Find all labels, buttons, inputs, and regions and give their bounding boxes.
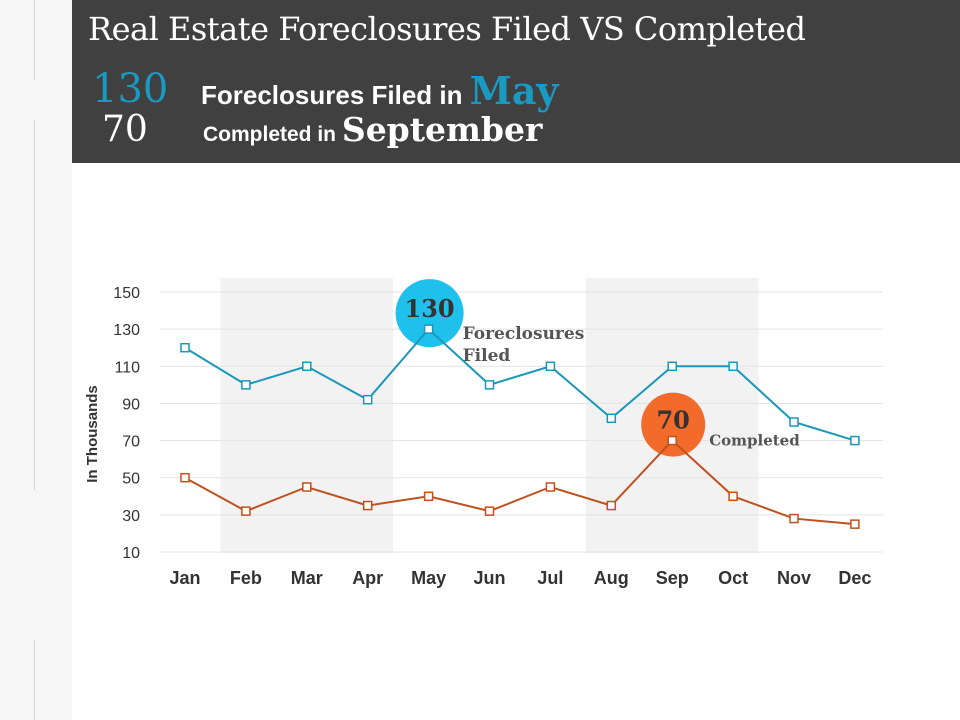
completed-summary-text: Completed in (203, 123, 337, 146)
header-panel: Real Estate Foreclosures Filed VS Comple… (72, 0, 960, 163)
data-point-completed-aug (606, 500, 617, 511)
annotation-label-may-0: Foreclosures (463, 324, 585, 344)
x-tick-feb: Feb (230, 568, 262, 588)
x-tick-aug: Aug (594, 568, 629, 588)
x-tick-jul: Jul (537, 568, 563, 588)
filed-summary: Foreclosures Filed in May (201, 68, 559, 113)
x-tick-jan: Jan (169, 568, 200, 588)
data-point-foreclosures-filed-jul (545, 361, 556, 372)
highlight-bubble-value-sep: 70 (656, 406, 689, 435)
highlight-bubble-sep (641, 392, 706, 457)
x-tick-may: May (411, 568, 446, 588)
data-point-completed-feb (241, 506, 251, 516)
data-point-foreclosures-filed-oct (728, 361, 738, 372)
data-point-completed-oct (728, 491, 738, 502)
y-tick-30: 30 (122, 508, 140, 525)
highlight-bubble-value-may: 130 (405, 294, 455, 323)
x-tick-dec: Dec (838, 568, 871, 588)
series-line-foreclosures-filed (184, 327, 856, 442)
data-point-foreclosures-filed-sep (667, 361, 677, 372)
y-tick-90: 90 (122, 396, 140, 413)
data-point-foreclosures-filed-jun (484, 380, 495, 390)
y-axis-label: In Thousands (84, 385, 101, 483)
y-tick-70: 70 (122, 434, 140, 451)
x-tick-sep: Sep (656, 568, 689, 588)
sidebar-divider-line (34, 0, 35, 80)
y-tick-110: 110 (114, 359, 140, 376)
data-point-completed-dec (850, 519, 860, 529)
x-tick-nov: Nov (777, 568, 811, 588)
data-point-completed-nov (789, 513, 799, 524)
data-point-completed-jan (180, 472, 190, 483)
completed-summary-month: September (341, 110, 543, 149)
data-point-completed-jun (484, 506, 495, 516)
y-tick-130: 130 (113, 322, 140, 339)
filed-highlight-value: 130 (92, 66, 169, 112)
completed-summary: Completed in September (203, 110, 542, 149)
y-tick-10: 10 (122, 545, 140, 562)
sidebar-divider-line (34, 120, 35, 490)
filed-summary-month: May (469, 68, 559, 113)
data-point-foreclosures-filed-may (423, 324, 434, 334)
x-tick-mar: Mar (291, 568, 323, 588)
data-point-completed-apr (362, 500, 373, 511)
data-point-completed-mar (302, 482, 312, 492)
data-point-foreclosures-filed-aug (606, 413, 617, 424)
series-line-completed (184, 439, 855, 526)
data-point-foreclosures-filed-jan (180, 342, 190, 353)
data-point-completed-may (423, 491, 434, 502)
y-tick-50: 50 (122, 471, 140, 488)
annotation-label-may-1: Filed (463, 346, 511, 366)
data-point-foreclosures-filed-dec (850, 435, 860, 446)
x-tick-apr: Apr (352, 568, 383, 588)
left-sidebar-strip (0, 0, 72, 720)
x-tick-jun: Jun (473, 568, 505, 588)
x-tick-oct: Oct (718, 568, 748, 588)
data-point-completed-jul (545, 482, 556, 492)
completed-highlight-value: 70 (102, 109, 148, 150)
data-point-foreclosures-filed-nov (789, 417, 799, 427)
page-title: Real Estate Foreclosures Filed VS Comple… (88, 10, 806, 48)
sidebar-divider-line (34, 640, 35, 720)
data-point-foreclosures-filed-mar (302, 361, 312, 372)
y-tick-150: 150 (113, 285, 140, 302)
highlight-bubble-may (395, 279, 464, 348)
data-point-foreclosures-filed-apr (362, 394, 373, 405)
data-point-completed-sep (667, 435, 677, 446)
annotation-label-sep-0: Completed (709, 432, 800, 450)
data-point-foreclosures-filed-feb (241, 380, 251, 390)
filed-summary-text: Foreclosures Filed in (201, 80, 463, 110)
